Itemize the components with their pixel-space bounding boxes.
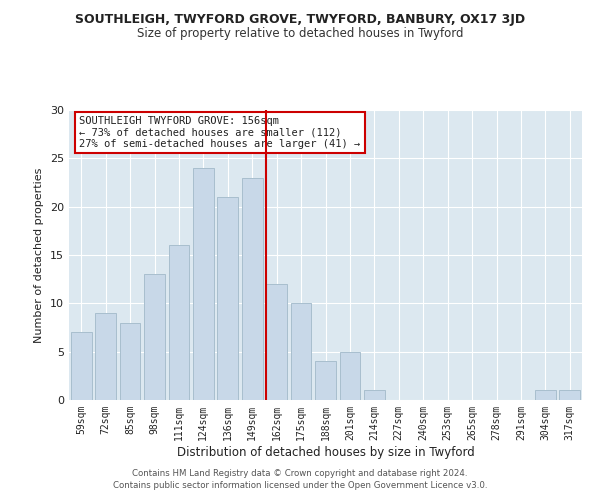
Bar bbox=[95, 313, 116, 400]
Text: SOUTHLEIGH TWYFORD GROVE: 156sqm
← 73% of detached houses are smaller (112)
27% : SOUTHLEIGH TWYFORD GROVE: 156sqm ← 73% o… bbox=[79, 116, 361, 149]
Bar bbox=[193, 168, 214, 400]
Text: Contains public sector information licensed under the Open Government Licence v3: Contains public sector information licen… bbox=[113, 481, 487, 490]
X-axis label: Distribution of detached houses by size in Twyford: Distribution of detached houses by size … bbox=[176, 446, 475, 458]
Bar bbox=[119, 322, 140, 400]
Bar bbox=[364, 390, 385, 400]
Bar bbox=[266, 284, 287, 400]
Bar bbox=[144, 274, 165, 400]
Text: Size of property relative to detached houses in Twyford: Size of property relative to detached ho… bbox=[137, 28, 463, 40]
Text: Contains HM Land Registry data © Crown copyright and database right 2024.: Contains HM Land Registry data © Crown c… bbox=[132, 468, 468, 477]
Bar bbox=[315, 362, 336, 400]
Bar bbox=[217, 197, 238, 400]
Bar bbox=[242, 178, 263, 400]
Bar bbox=[290, 304, 311, 400]
Bar bbox=[559, 390, 580, 400]
Y-axis label: Number of detached properties: Number of detached properties bbox=[34, 168, 44, 342]
Bar bbox=[71, 332, 92, 400]
Bar bbox=[340, 352, 361, 400]
Bar bbox=[535, 390, 556, 400]
Bar bbox=[169, 246, 190, 400]
Text: SOUTHLEIGH, TWYFORD GROVE, TWYFORD, BANBURY, OX17 3JD: SOUTHLEIGH, TWYFORD GROVE, TWYFORD, BANB… bbox=[75, 12, 525, 26]
